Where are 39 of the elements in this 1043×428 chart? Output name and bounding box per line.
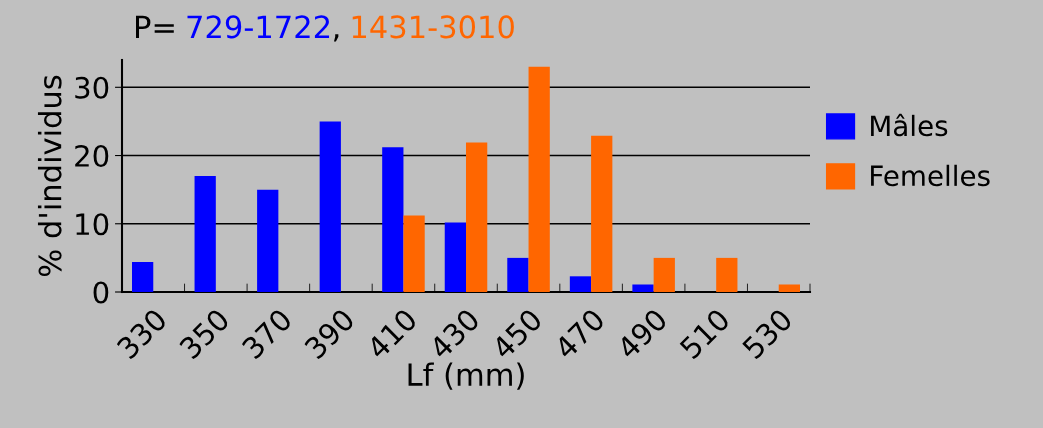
text: 1431-3010 (352, 15, 514, 39)
bar (444, 222, 466, 292)
bar (591, 135, 613, 292)
y-tick-label: 30 (75, 76, 109, 99)
bar (466, 142, 488, 292)
x-axis-title: Lf (mm) (408, 362, 524, 390)
text: , (333, 34, 339, 42)
bar (653, 257, 675, 292)
y-tick-label: 20 (75, 144, 109, 168)
text: 729-1722 (187, 15, 330, 39)
bar (778, 284, 800, 292)
bar (403, 215, 425, 292)
bar (716, 257, 738, 292)
x-tick-label: 330 (115, 307, 168, 360)
bar (632, 284, 654, 292)
x-tick-label: 450 (490, 307, 544, 361)
bar (528, 66, 550, 292)
x-tick-label: 390 (303, 307, 356, 360)
bar (132, 261, 154, 292)
x-tick-label: 530 (741, 307, 794, 360)
y-tick-label: 0 (93, 281, 109, 304)
bar (382, 147, 404, 292)
x-tick-label: 470 (553, 307, 606, 361)
x-tick-label: 430 (428, 307, 481, 361)
bar (507, 257, 529, 292)
legend-label: Femelles (871, 164, 990, 187)
legend-label: Mâles (871, 113, 948, 137)
chart-title: P= (136, 15, 174, 38)
bar (257, 189, 279, 292)
x-tick-label: 490 (615, 307, 669, 361)
bar (194, 176, 216, 292)
bar (319, 121, 341, 292)
x-tick-label: 370 (240, 307, 293, 360)
bar (569, 276, 592, 292)
y-axis-title: % d'individus (37, 75, 62, 277)
x-tick-label: 350 (178, 307, 231, 360)
x-tick-label: 410 (365, 307, 419, 361)
y-tick-label: 10 (76, 213, 109, 236)
x-tick-label: 510 (678, 307, 731, 360)
